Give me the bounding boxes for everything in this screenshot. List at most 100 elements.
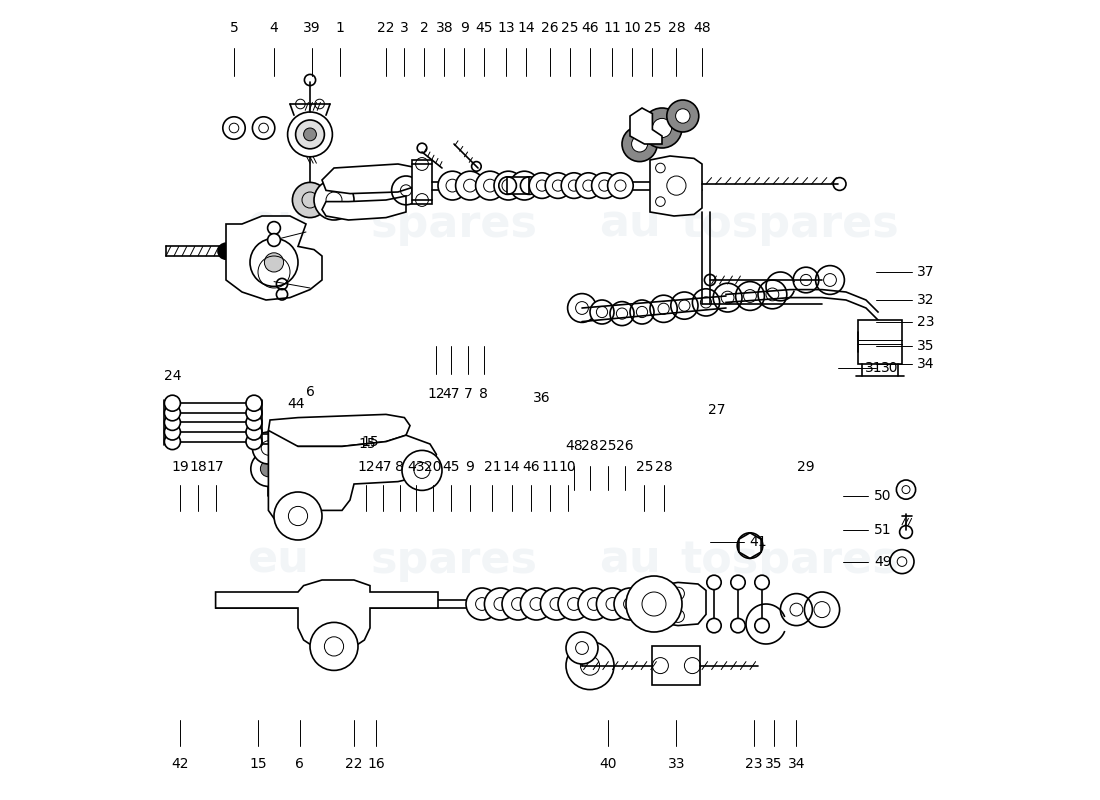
Text: 26: 26 [616,439,634,454]
Text: 11: 11 [604,21,622,35]
Circle shape [502,588,534,620]
Circle shape [484,588,516,620]
Circle shape [675,109,690,123]
Text: 16: 16 [367,757,385,771]
Circle shape [438,171,466,200]
Text: 34: 34 [788,757,805,771]
Circle shape [164,414,180,430]
Text: 8: 8 [480,386,488,401]
Circle shape [578,588,610,620]
Text: 36: 36 [534,391,551,406]
Text: 9: 9 [465,460,474,474]
Circle shape [246,434,262,450]
Text: 1: 1 [336,21,344,35]
Text: 35: 35 [917,338,935,353]
Text: 25: 25 [644,21,661,35]
Text: 30: 30 [881,361,899,375]
Text: 22: 22 [377,21,395,35]
Circle shape [287,112,332,157]
Text: 25: 25 [561,21,579,35]
Text: 27: 27 [707,402,725,417]
Circle shape [494,171,522,200]
Polygon shape [658,582,706,626]
Text: 23: 23 [917,314,935,329]
Text: 10: 10 [624,21,641,35]
Circle shape [558,588,590,620]
Circle shape [596,588,628,620]
Text: 14: 14 [517,21,535,35]
Bar [507,177,529,194]
Circle shape [642,108,682,148]
Bar [652,646,701,685]
Text: au: au [600,538,661,582]
Text: 40: 40 [598,757,616,771]
Text: 15: 15 [359,437,376,451]
Text: 39: 39 [302,21,320,35]
Text: spares: spares [371,538,538,582]
Text: 25: 25 [598,439,616,454]
Circle shape [614,588,646,620]
Circle shape [310,622,358,670]
Circle shape [246,405,262,421]
Text: 32: 32 [917,293,935,307]
Text: 13: 13 [497,21,515,35]
Text: 28: 28 [581,439,598,454]
Text: 37: 37 [917,265,935,279]
Text: eu: eu [248,202,309,246]
Circle shape [607,173,634,198]
Circle shape [561,173,586,198]
Circle shape [592,173,617,198]
Text: 51: 51 [874,522,892,537]
Polygon shape [650,156,702,216]
Polygon shape [268,430,437,522]
Polygon shape [630,108,662,144]
Text: 8: 8 [395,460,404,474]
Text: 15: 15 [361,434,378,449]
Circle shape [267,234,280,246]
Text: 17: 17 [207,460,224,474]
Text: 31: 31 [866,361,883,375]
Text: 19: 19 [172,460,189,474]
Circle shape [164,405,180,421]
Circle shape [261,461,276,477]
Text: 14: 14 [503,460,520,474]
Circle shape [274,492,322,540]
Text: 9: 9 [460,21,469,35]
Circle shape [730,618,745,633]
Text: 49: 49 [874,554,892,569]
Circle shape [566,632,598,664]
Circle shape [246,414,262,430]
Text: 15: 15 [250,757,267,771]
Text: tospares: tospares [681,538,900,582]
Text: 48: 48 [565,439,583,454]
Text: 20: 20 [425,460,442,474]
Circle shape [246,395,262,411]
Text: 38: 38 [436,21,453,35]
Circle shape [250,238,298,286]
Circle shape [626,576,682,632]
Circle shape [267,222,280,234]
Text: 34: 34 [917,357,935,371]
Text: 50: 50 [874,489,892,503]
Circle shape [293,182,328,218]
Circle shape [575,173,602,198]
Circle shape [566,642,614,690]
Text: 10: 10 [559,460,576,474]
Text: 18: 18 [189,460,207,474]
Polygon shape [322,164,418,194]
Text: 26: 26 [541,21,559,35]
Text: au: au [600,202,661,246]
Text: 23: 23 [746,757,762,771]
Text: 35: 35 [766,757,783,771]
Bar [412,160,432,204]
Text: 46: 46 [522,460,540,474]
Text: 21: 21 [484,460,502,474]
Text: 46: 46 [581,21,598,35]
Circle shape [475,171,505,200]
Text: 42: 42 [172,757,189,771]
Text: 3: 3 [400,21,409,35]
Polygon shape [226,216,322,300]
Circle shape [164,434,180,450]
Text: 43: 43 [408,460,425,474]
Text: 5: 5 [230,21,239,35]
